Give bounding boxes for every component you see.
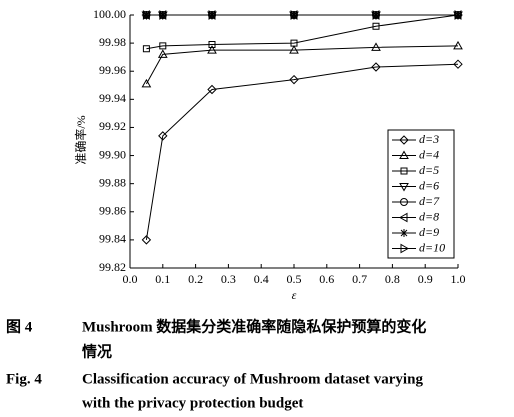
marker — [157, 49, 168, 58]
marker — [453, 40, 463, 50]
marker — [371, 42, 381, 51]
caption-line: Classification accuracy of Mushroom data… — [82, 371, 423, 387]
legend-box — [387, 129, 455, 259]
marker — [371, 62, 381, 72]
y-tick-label: 99.84 — [99, 232, 126, 246]
marker — [141, 78, 152, 88]
marker — [400, 243, 410, 254]
legend-label: d=4 — [419, 147, 439, 161]
y-tick-label: 99.94 — [99, 91, 126, 105]
x-tick-label: 0.2 — [188, 272, 203, 286]
legend-label: d=3 — [419, 132, 439, 146]
marker — [142, 45, 150, 53]
marker — [290, 39, 298, 47]
caption-label: Fig. 4 — [6, 371, 42, 387]
marker — [207, 45, 217, 54]
legend-label: d=7 — [419, 194, 440, 208]
series-line — [146, 14, 459, 50]
marker — [141, 235, 152, 245]
marker — [400, 229, 408, 237]
y-tick-label: 99.96 — [99, 63, 126, 77]
x-tick-label: 1.0 — [451, 272, 466, 286]
x-tick-label: 0.6 — [319, 272, 334, 286]
legend-label: d=6 — [419, 178, 439, 192]
x-tick-label: 0.8 — [385, 272, 400, 286]
marker — [208, 41, 216, 49]
marker — [207, 84, 217, 95]
marker — [159, 42, 167, 50]
x-tick-label: 0.9 — [418, 272, 433, 286]
y-tick-label: 100.00 — [93, 7, 126, 21]
caption-line: 情况 — [82, 342, 112, 360]
x-tick-label: 0.3 — [221, 272, 236, 286]
marker — [208, 10, 218, 20]
series-line — [145, 45, 459, 85]
marker — [398, 212, 408, 223]
marker — [372, 10, 382, 20]
marker — [289, 45, 299, 54]
marker — [290, 10, 300, 20]
marker — [400, 167, 408, 175]
marker — [159, 10, 168, 20]
y-tick-label: 99.82 — [99, 260, 126, 274]
x-tick-label: 0.0 — [123, 272, 138, 286]
marker — [399, 183, 409, 192]
marker — [454, 10, 464, 20]
marker — [453, 59, 463, 69]
marker — [399, 198, 409, 206]
legend-label: d=9 — [419, 225, 439, 239]
x-tick-label: 0.7 — [352, 272, 367, 286]
legend-label: d=10 — [419, 240, 445, 254]
marker — [372, 22, 380, 30]
y-tick-label: 99.90 — [99, 147, 126, 161]
y-tick-label: 99.88 — [99, 175, 126, 189]
y-tick-label: 99.98 — [99, 35, 126, 49]
marker — [289, 74, 299, 85]
legend-label: d=8 — [419, 209, 439, 223]
y-tick-label: 99.86 — [99, 204, 126, 218]
y-tick-label: 99.92 — [99, 119, 126, 133]
marker — [158, 131, 168, 141]
marker — [399, 150, 409, 159]
x-tick-label: 0.1 — [155, 272, 170, 286]
series-line — [145, 63, 459, 240]
x-axis-label: ε — [292, 288, 297, 302]
caption-line: with the privacy protection budget — [82, 395, 303, 411]
marker — [399, 135, 409, 145]
caption-line: Mushroom 数据集分类准确率随隐私保护预算的变化 — [82, 317, 426, 335]
x-tick-label: 0.5 — [287, 272, 302, 286]
y-axis-label: 准确率/% — [73, 115, 88, 164]
marker — [142, 10, 152, 20]
x-tick-label: 0.4 — [254, 272, 269, 286]
legend-label: d=5 — [419, 163, 439, 177]
caption-label: 图 4 — [6, 318, 33, 335]
